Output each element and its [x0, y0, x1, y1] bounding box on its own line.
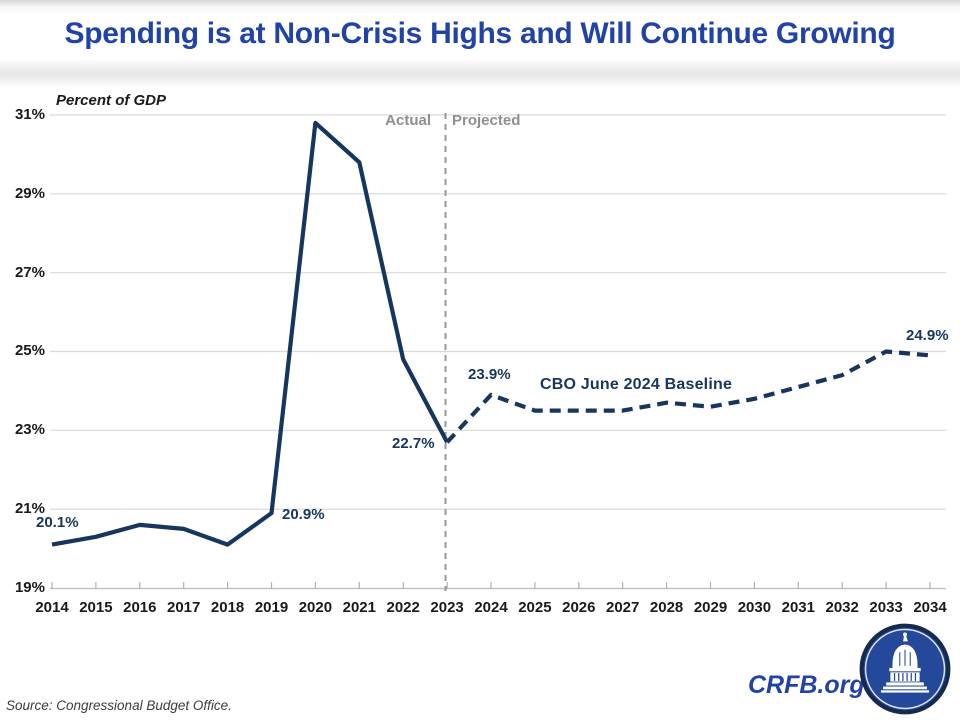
- y-tick-label: 19%: [14, 579, 45, 596]
- y-tick-label: 23%: [14, 421, 45, 439]
- y-tick-label: 29%: [14, 184, 45, 202]
- x-tick-label: 2023: [430, 599, 464, 616]
- series-label-cbo-baseline: CBO June 2024 Baseline: [540, 376, 733, 393]
- x-tick-label: 2015: [79, 599, 113, 616]
- data-label-2014: 20.1%: [36, 514, 79, 531]
- x-tick-label: 2027: [606, 599, 640, 616]
- x-tick-label: 2020: [298, 599, 333, 616]
- projected-region-label: Projected: [452, 112, 521, 129]
- source-note: Source: Congressional Budget Office.: [6, 698, 232, 713]
- actual-region-label: Actual: [385, 112, 431, 129]
- x-tick-label: 2016: [123, 599, 157, 616]
- x-tick-label: 2032: [825, 599, 859, 616]
- data-label-2034: 24.9%: [906, 327, 949, 344]
- x-tick-label: 2028: [649, 599, 684, 616]
- x-tick-label: 2021: [342, 599, 376, 616]
- x-tick-label: 2018: [210, 599, 245, 616]
- y-tick-label: 25%: [14, 342, 45, 360]
- x-tick-label: 2029: [693, 599, 728, 616]
- y-tick-label: 27%: [14, 263, 45, 281]
- data-label-2024: 23.9%: [468, 366, 511, 383]
- crfb-org-label: CRFB.org: [748, 671, 865, 699]
- actual-line: [51, 120, 449, 547]
- data-label-2023: 22.7%: [392, 435, 435, 452]
- x-tick-label: 2034: [913, 599, 947, 616]
- x-tick-label: 2019: [254, 599, 289, 616]
- chart-title: Spending is at Non-Crisis Highs and Will…: [64, 17, 896, 50]
- x-tick-label: 2017: [167, 599, 201, 616]
- x-tick-label: 2024: [474, 599, 508, 616]
- x-tick-label: 2026: [562, 599, 596, 616]
- y-tick-label: 21%: [14, 500, 45, 518]
- x-tick-label: 2025: [518, 599, 552, 616]
- x-tick-label: 2030: [737, 599, 772, 616]
- x-tick-label: 2014: [35, 599, 69, 616]
- projected-line: [445, 349, 931, 444]
- x-tick-label: 2033: [869, 599, 903, 616]
- axis-unit-label: Percent of GDP: [56, 92, 167, 109]
- x-tick-label: 2031: [781, 599, 815, 616]
- header: Spending is at Non-Crisis Highs and Will…: [0, 0, 960, 88]
- y-tick-label: 31%: [14, 105, 45, 123]
- data-label-2019: 20.9%: [282, 506, 325, 523]
- x-tick-label: 2022: [386, 599, 420, 616]
- crfb-capitol-logo-icon: [859, 623, 951, 715]
